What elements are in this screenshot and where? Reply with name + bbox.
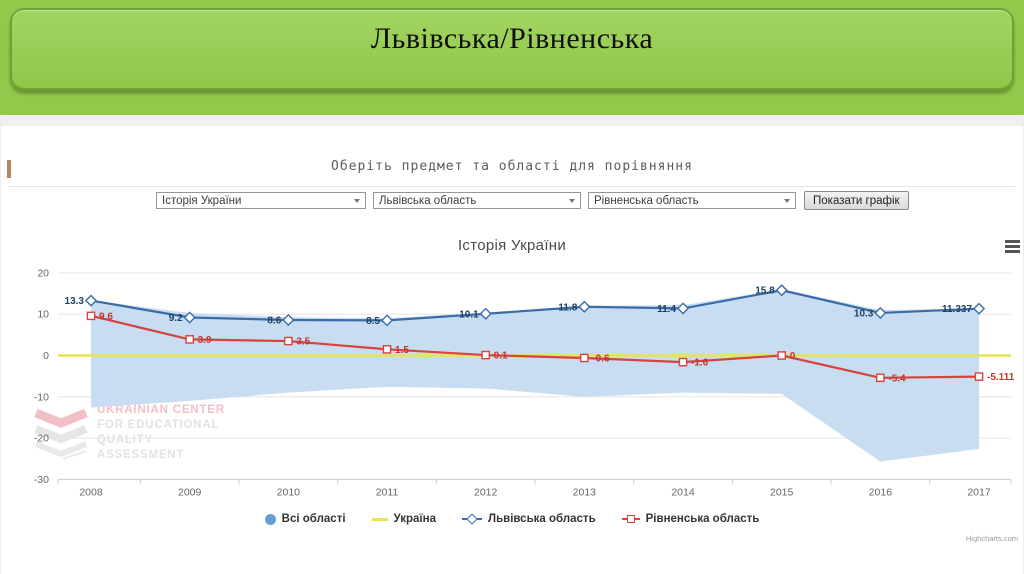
square-marker-icon — [382, 345, 392, 354]
series-band-vsi-oblasti — [91, 289, 980, 462]
circle-marker-icon — [264, 513, 276, 525]
legend-label: Україна — [393, 513, 436, 525]
x-tick-label: 2014 — [671, 486, 695, 498]
data-label: 9.2 — [169, 313, 183, 324]
diamond-marker-icon — [578, 300, 591, 313]
line-marker-icon — [371, 517, 388, 521]
slide-title-box: Львівська/Рівненська — [10, 8, 1014, 90]
diamond-marker-icon — [84, 294, 98, 307]
square-marker-icon — [481, 350, 490, 360]
legend-label: Всі області — [281, 513, 346, 525]
chart-menu-icon[interactable] — [1005, 240, 1020, 255]
legend-label: Рівненська область — [645, 513, 760, 525]
series-line-lvivska — [90, 289, 980, 322]
data-label: 8.5 — [366, 316, 380, 327]
y-tick-label: 10 — [37, 309, 49, 321]
diamond-marker-icon — [676, 302, 690, 315]
legend-item-rivnenska[interactable]: Рівненська область — [621, 513, 760, 525]
data-label: 3.5 — [296, 337, 310, 348]
square-marker-icon — [284, 336, 293, 346]
square-marker-icon — [185, 335, 194, 344]
chart-credits[interactable]: Highcharts.com — [965, 534, 1018, 543]
diamond-line-marker-icon — [462, 513, 482, 525]
series-line-rivnenska — [90, 314, 980, 379]
x-tick-label: 2009 — [178, 486, 202, 498]
x-tick-label: 2011 — [376, 486, 399, 498]
chevron-down-icon — [354, 198, 360, 203]
region1-select[interactable]: Львівська область — [373, 192, 581, 209]
diamond-marker-icon — [183, 311, 196, 324]
data-label: 3.9 — [198, 335, 212, 346]
x-tick-label: 2016 — [869, 486, 893, 498]
diamond-marker-icon — [775, 284, 788, 297]
subject-select[interactable]: Історія України — [156, 192, 366, 209]
legend-item-vsi-oblasti[interactable]: Всі області — [264, 513, 346, 525]
picker-heading: Оберіть предмет та області для порівнянн… — [331, 159, 693, 174]
x-tick-label: 2012 — [474, 486, 498, 498]
y-tick-label: -20 — [34, 433, 49, 445]
data-label: 10.3 — [854, 308, 874, 319]
square-marker-icon — [876, 373, 885, 383]
data-label: -1.6 — [691, 358, 709, 369]
data-label: -0.6 — [592, 353, 610, 364]
y-tick-label: 0 — [43, 350, 49, 362]
square-marker-icon — [777, 351, 786, 360]
content-area: Оберіть предмет та області для порівнянн… — [0, 115, 1024, 574]
divider — [9, 186, 1015, 187]
legend-item-lvivska[interactable]: Львівська область — [462, 513, 596, 525]
square-marker-icon — [580, 353, 589, 363]
y-tick-label: -10 — [34, 391, 49, 403]
data-label: 1.5 — [395, 345, 409, 356]
data-label: 10.1 — [459, 309, 479, 320]
data-label: 9.6 — [99, 311, 113, 322]
diamond-marker-icon — [972, 302, 986, 315]
data-label: -5.4 — [888, 373, 906, 384]
x-tick-label: 2010 — [277, 486, 301, 498]
data-label: 0 — [790, 351, 796, 362]
chevron-down-icon — [569, 198, 575, 203]
data-label: 8.6 — [267, 315, 281, 326]
chart-title: Історія України — [457, 237, 567, 254]
data-label: 13.3 — [65, 296, 85, 307]
y-tick-label: 20 — [37, 267, 49, 279]
legend-item-ukraina[interactable]: Україна — [371, 513, 436, 525]
text-cursor-bar — [7, 160, 11, 178]
x-tick-label: 2013 — [573, 486, 597, 498]
legend-label: Львівська область — [488, 513, 596, 525]
square-marker-icon — [86, 311, 96, 321]
square-marker-icon — [974, 372, 984, 381]
region2-select-value: Рівненська область — [594, 194, 699, 207]
data-label: 0.1 — [494, 351, 508, 362]
slide-title: Львівська/Рівненська — [370, 22, 654, 55]
top-strip — [1, 115, 1023, 126]
diamond-marker-icon — [479, 307, 492, 320]
region1-select-value: Львівська область — [379, 194, 477, 207]
subject-select-value: Історія України — [162, 194, 242, 207]
region2-select[interactable]: Рівненська область — [588, 192, 796, 209]
diamond-marker-icon — [380, 314, 394, 327]
data-label: 15.8 — [755, 286, 775, 297]
chart-legend: Всі області Україна Львівська область Рі… — [1, 513, 1023, 525]
header-band: Львівська/Рівненська — [0, 0, 1024, 115]
show-chart-button[interactable]: Показати графік — [804, 191, 909, 210]
x-tick-label: 2008 — [79, 486, 103, 498]
data-label: 11.4 — [657, 304, 676, 315]
x-tick-label: 2015 — [770, 486, 794, 498]
data-label: -5.111 — [987, 372, 1015, 383]
square-line-marker-icon — [621, 515, 640, 523]
chevron-down-icon — [784, 198, 790, 203]
data-label: 11.8 — [558, 302, 577, 313]
diamond-marker-icon — [874, 306, 887, 320]
y-tick-label: -30 — [34, 474, 49, 486]
diamond-marker-icon — [282, 313, 295, 327]
square-marker-icon — [678, 357, 688, 367]
x-tick-label: 2017 — [967, 486, 991, 498]
data-label: 11.337 — [942, 304, 972, 315]
